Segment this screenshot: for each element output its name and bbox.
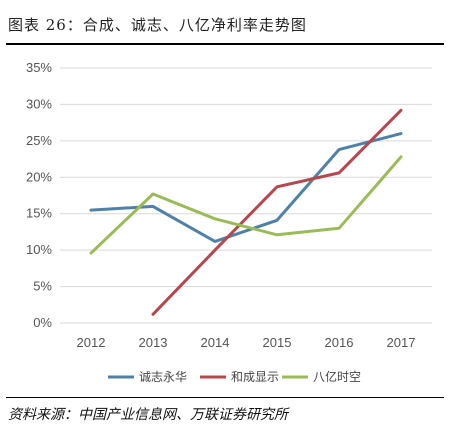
x-tick-label: 2016 <box>325 335 354 350</box>
footer-rule <box>6 397 444 398</box>
y-tick-label: 15% <box>26 206 52 221</box>
x-tick-label: 2014 <box>201 335 230 350</box>
y-tick-label: 25% <box>26 133 52 148</box>
y-tick-label: 30% <box>26 96 52 111</box>
y-tick-label: 35% <box>26 60 52 75</box>
line-chart: 0%5%10%15%20%25%30%35% 2012 2013 2014 2015 2… <box>26 60 432 384</box>
series-line-2 <box>151 108 403 316</box>
x-axis-ticks: 2012 2013 2014 2015 2016 2017 <box>77 335 416 350</box>
legend-label: 八亿时空 <box>313 369 361 384</box>
series-lines <box>89 108 403 316</box>
figure-title: 图表 26：合成、诚志、八亿净利率走势图 <box>8 16 307 34</box>
gridlines <box>60 67 432 324</box>
y-tick-label: 5% <box>33 279 52 294</box>
y-axis-ticks: 0% 5% 10% 15% 20% 25% 30% 35% <box>26 60 52 330</box>
y-tick-label: 0% <box>33 315 52 330</box>
y-tick-label: 10% <box>26 242 52 257</box>
y-tick-label: 20% <box>26 169 52 184</box>
series-line-3 <box>89 155 403 255</box>
x-tick-label: 2015 <box>263 335 292 350</box>
header: 图表 26：合成、诚志、八亿净利率走势图 <box>0 0 450 45</box>
header-rule <box>6 43 444 45</box>
legend-label: 诚志永华 <box>139 370 187 384</box>
legend: 诚志永华 和成显示 八亿时空 <box>108 369 361 384</box>
x-tick-label: 2013 <box>139 335 168 350</box>
x-tick-label: 2017 <box>387 335 416 350</box>
source-note: 资料来源：中国产业信息网、万联证券研究所 <box>8 407 288 423</box>
series-line-1 <box>89 132 403 243</box>
legend-label: 和成显示 <box>231 370 279 384</box>
x-tick-label: 2012 <box>77 335 106 350</box>
